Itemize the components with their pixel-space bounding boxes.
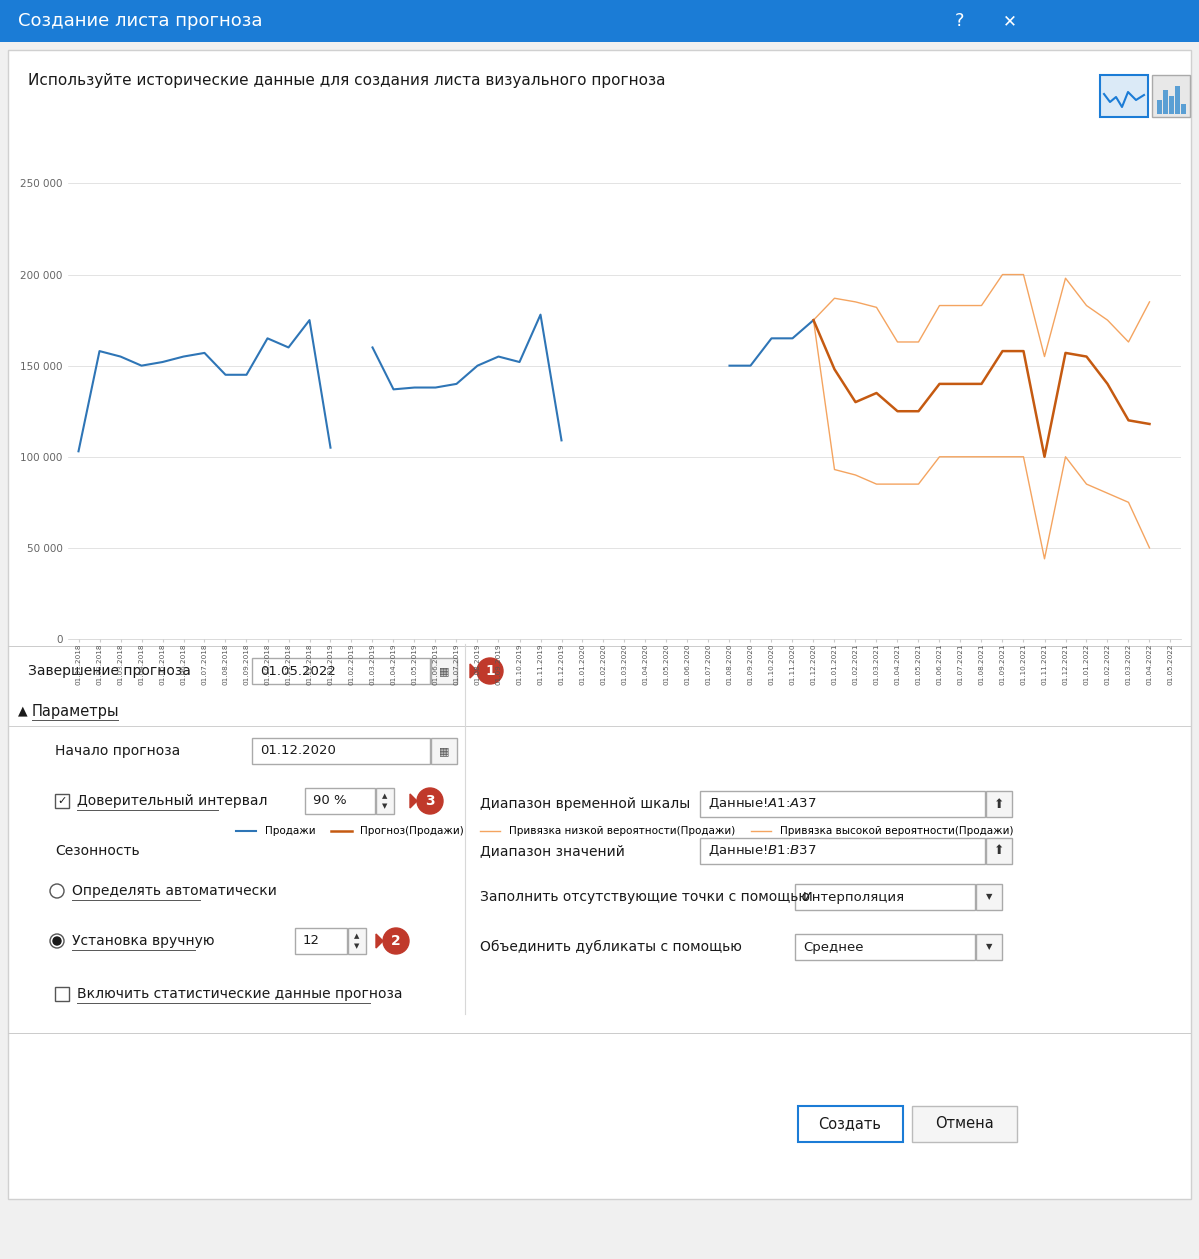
Text: ?: ? [956,13,965,30]
FancyBboxPatch shape [376,788,394,815]
Bar [1169,96,1174,115]
FancyBboxPatch shape [348,928,366,954]
FancyBboxPatch shape [430,738,457,764]
Text: Определять автоматически: Определять автоматически [72,884,277,898]
Text: 01.05.2022: 01.05.2022 [260,665,336,677]
Text: ✕: ✕ [1004,13,1017,30]
Text: 12: 12 [303,934,320,948]
Bar [1175,86,1180,115]
Text: ▲: ▲ [18,705,28,718]
FancyBboxPatch shape [55,794,70,808]
Legend: Продажи, Прогноз(Продажи), Привязка низкой вероятности(Продажи), Привязка высоко: Продажи, Прогноз(Продажи), Привязка низк… [231,822,1018,841]
FancyBboxPatch shape [795,934,975,961]
Text: Данные!$A$1:$A$37: Данные!$A$1:$A$37 [707,797,817,811]
Bar [1181,104,1186,115]
FancyBboxPatch shape [912,1105,1017,1142]
Circle shape [382,928,409,954]
Text: ▼: ▼ [986,943,993,952]
FancyBboxPatch shape [976,884,1002,910]
FancyBboxPatch shape [252,658,430,684]
Text: Диапазон значений: Диапазон значений [480,844,625,857]
Text: 3: 3 [426,794,435,808]
FancyBboxPatch shape [55,987,70,1001]
FancyBboxPatch shape [799,1105,903,1142]
Text: Данные!$B$1:$B$37: Данные!$B$1:$B$37 [707,844,817,859]
FancyBboxPatch shape [1099,76,1147,117]
FancyBboxPatch shape [795,884,975,910]
FancyBboxPatch shape [295,928,347,954]
Text: Создать: Создать [819,1117,881,1132]
Text: ▲: ▲ [382,793,387,798]
FancyBboxPatch shape [700,838,986,864]
Text: Параметры: Параметры [32,704,120,719]
Text: ▼: ▼ [355,943,360,949]
Text: 2: 2 [391,934,400,948]
FancyBboxPatch shape [976,934,1002,961]
Text: Заполнить отсутствующие точки с помощью: Заполнить отсутствующие точки с помощью [480,890,811,904]
Bar [1163,89,1168,115]
Text: ▼: ▼ [986,893,993,901]
Text: ⬆: ⬆ [994,797,1005,811]
FancyBboxPatch shape [430,658,457,684]
Text: Используйте исторические данные для создания листа визуального прогноза: Используйте исторические данные для созд… [28,73,665,87]
FancyBboxPatch shape [700,791,986,817]
Text: ✓: ✓ [58,796,67,806]
Text: ▦: ▦ [439,747,450,755]
Text: Сезонность: Сезонность [55,844,139,857]
Text: Создание листа прогноза: Создание листа прогноза [18,13,263,30]
Text: 90 %: 90 % [313,794,347,807]
FancyBboxPatch shape [252,738,430,764]
Text: Включить статистические данные прогноза: Включить статистические данные прогноза [77,987,403,1001]
Polygon shape [410,794,417,808]
Bar [1157,99,1162,115]
Polygon shape [470,663,477,679]
Text: Диапазон временной шкалы: Диапазон временной шкалы [480,797,691,811]
FancyBboxPatch shape [986,838,1012,864]
Text: Завершение прогноза: Завершение прогноза [28,663,191,679]
Text: Доверительный интервал: Доверительный интервал [77,794,267,808]
Text: Объединить дубликаты с помощью: Объединить дубликаты с помощью [480,940,742,954]
Text: 1: 1 [486,663,495,679]
FancyBboxPatch shape [986,791,1012,817]
Circle shape [53,937,61,946]
Text: Отмена: Отмена [935,1117,994,1132]
Circle shape [477,658,504,684]
FancyBboxPatch shape [1152,76,1189,117]
Text: Начало прогноза: Начало прогноза [55,744,180,758]
Text: ▼: ▼ [382,803,387,810]
Polygon shape [376,934,382,948]
Text: Установка вручную: Установка вручную [72,934,215,948]
Text: Интерполяция: Интерполяция [803,890,905,904]
Text: Среднее: Среднее [803,940,863,953]
Text: ▲: ▲ [355,933,360,939]
Circle shape [417,788,442,815]
FancyBboxPatch shape [305,788,375,815]
Bar [0,0,1199,42]
Text: 01.12.2020: 01.12.2020 [260,744,336,758]
Text: ▦: ▦ [439,666,450,676]
Text: ⬆: ⬆ [994,845,1005,857]
